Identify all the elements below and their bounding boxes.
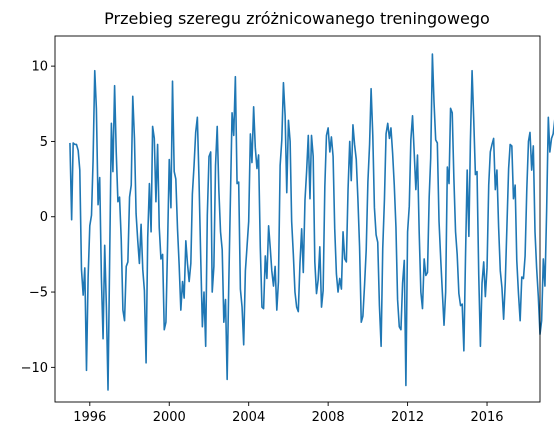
chart-title: Przebieg szeregu zróżnicowanego treningo…	[104, 9, 490, 28]
x-tick-label: 2004	[232, 410, 265, 425]
x-tick-label: 2016	[470, 410, 503, 425]
x-tick-label: 2012	[391, 410, 424, 425]
series-line	[69, 53, 554, 391]
y-tick-label: −10	[21, 361, 48, 376]
y-tick-label: −5	[29, 286, 48, 301]
x-tick-label: 2008	[312, 410, 345, 425]
plot-frame	[54, 35, 541, 403]
x-tick-label: 2000	[153, 410, 186, 425]
x-tick-label: 1996	[73, 410, 106, 425]
y-tick-label: 10	[31, 60, 48, 75]
y-tick-label: 5	[40, 135, 48, 150]
y-tick-label: 0	[40, 210, 48, 225]
y-axis-ticks: −10 −5 0 5 10	[21, 60, 55, 376]
x-axis-ticks: 1996 2000 2004 2008 2012 2016	[73, 402, 504, 425]
